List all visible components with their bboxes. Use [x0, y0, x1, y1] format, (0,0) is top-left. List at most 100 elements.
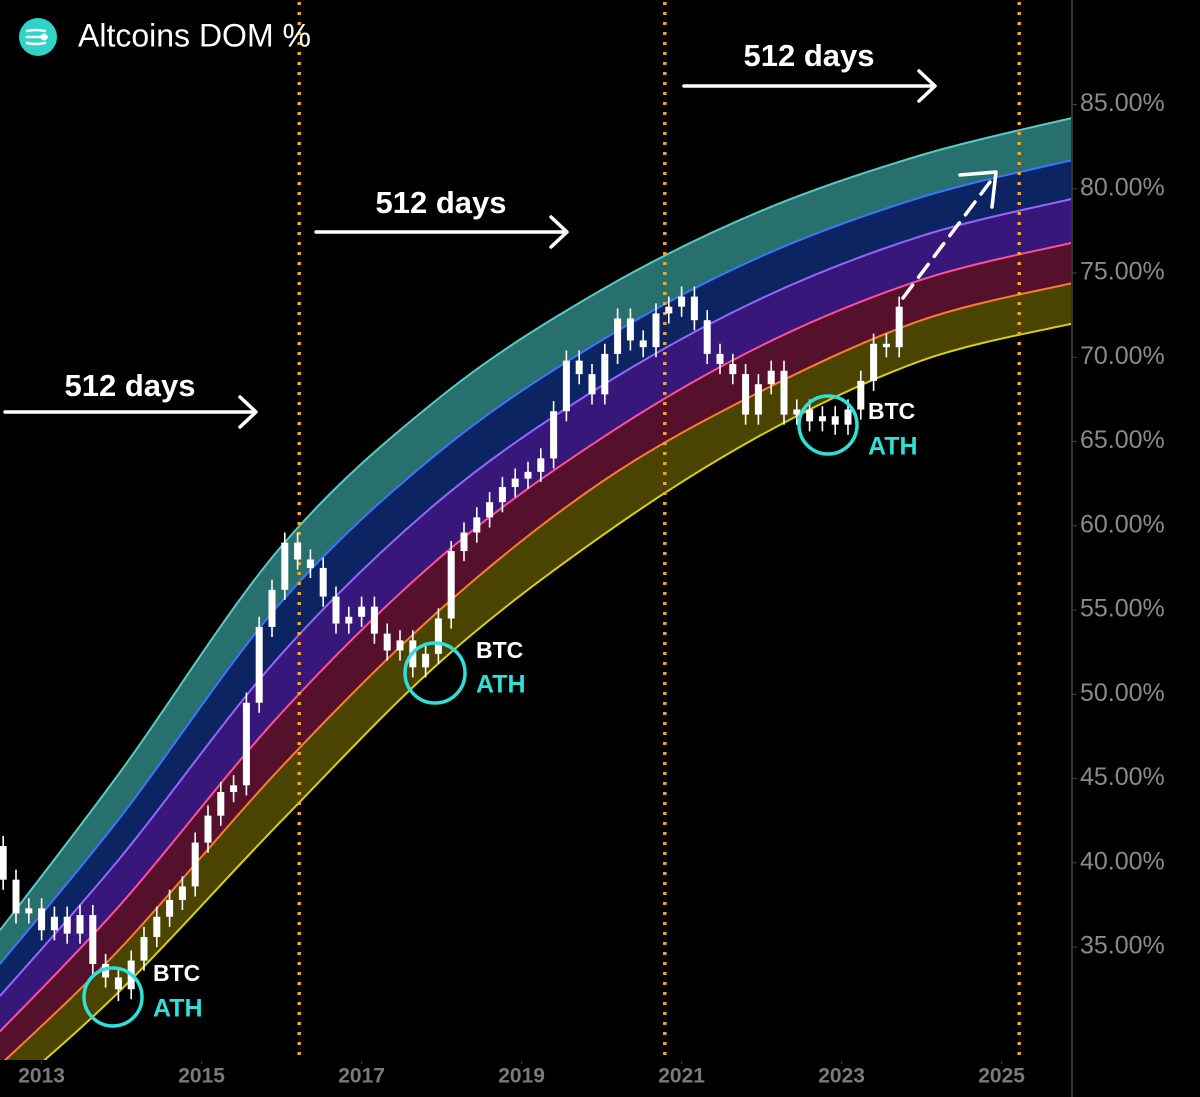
arrow: [682, 69, 937, 103]
candle-body: [498, 487, 506, 503]
y-tick-label: 40.00%: [1080, 847, 1165, 875]
candle-body: [25, 908, 33, 914]
btc-label: BTC: [153, 960, 200, 986]
y-tick-label: 70.00%: [1080, 342, 1165, 370]
candle-body: [358, 606, 366, 617]
chart-title: Altcoins DOM %: [78, 17, 311, 53]
candle-body: [626, 318, 634, 341]
candle-body: [242, 702, 250, 786]
candle-body: [63, 916, 71, 934]
band-line: [3, 282, 1072, 1060]
btc-label: BTC: [476, 637, 523, 663]
candles: [0, 286, 903, 1002]
x-tick-label: 2019: [498, 1065, 545, 1088]
ath-circle: [403, 641, 467, 705]
candle-body: [76, 915, 84, 934]
candle-body: [319, 567, 327, 597]
candle-body: [204, 815, 212, 843]
x-tick-label: 2017: [338, 1065, 385, 1088]
y-tick-label: 45.00%: [1080, 763, 1165, 791]
candle-body: [140, 936, 148, 961]
y-tick-label: 35.00%: [1080, 932, 1165, 960]
annotation: 512 days: [744, 38, 875, 73]
candle-body: [268, 589, 276, 627]
candle-body: [0, 845, 7, 880]
candle-body: [38, 908, 46, 931]
ath-label: ATH: [153, 995, 203, 1023]
candle-body: [178, 886, 186, 900]
candle-body: [844, 409, 852, 425]
candle-body: [370, 606, 378, 634]
y-tick-label: 55.00%: [1080, 595, 1165, 623]
candle-body: [50, 916, 58, 931]
candle-body: [460, 532, 468, 552]
candle-body: [396, 640, 404, 651]
candle-body: [614, 318, 622, 354]
ath-label: ATH: [476, 671, 526, 699]
candle-body: [652, 313, 660, 348]
candle-body: [306, 559, 314, 568]
candle-body: [882, 343, 890, 348]
candle-body: [690, 296, 698, 321]
y-tick-label: 60.00%: [1080, 510, 1165, 538]
candle-body: [562, 360, 570, 412]
band-line: [0, 117, 1072, 931]
x-tick-label: 2021: [658, 1065, 705, 1088]
y-tick-label: 75.00%: [1080, 258, 1165, 286]
candle-body: [473, 517, 481, 533]
y-tick-label: 65.00%: [1080, 426, 1165, 454]
candle-body: [806, 409, 814, 422]
y-tick-label: 85.00%: [1080, 89, 1165, 117]
candle-body: [422, 653, 430, 668]
candle-body: [524, 471, 532, 479]
candle-body: [575, 360, 583, 375]
candle-body: [434, 618, 442, 654]
ath-circle: [797, 394, 859, 456]
candle-body: [703, 320, 711, 354]
ath-label: ATH: [868, 433, 918, 461]
ath-circle: [82, 966, 144, 1028]
candle-body: [332, 596, 340, 624]
ath-circles: [82, 394, 859, 1028]
candle-body: [870, 343, 878, 381]
candle-body: [550, 411, 558, 459]
candle-body: [537, 458, 545, 472]
arrow: [3, 395, 258, 429]
candle-body: [383, 633, 391, 651]
candle-body: [895, 306, 903, 348]
x-tick-label: 2025: [978, 1065, 1025, 1088]
y-tick-label: 50.00%: [1080, 679, 1165, 707]
candle-body: [12, 879, 20, 914]
candle-body: [639, 340, 647, 348]
candle-body: [230, 785, 238, 793]
btc-label: BTC: [868, 398, 915, 424]
candle-body: [793, 409, 801, 415]
candle-body: [511, 478, 519, 488]
candle-body: [601, 353, 609, 395]
y-tick-label: 80.00%: [1080, 173, 1165, 201]
candle-body: [153, 916, 161, 937]
annotation: 512 days: [65, 368, 196, 403]
band-fill: [5, 283, 1072, 1060]
candle-body: [754, 384, 762, 415]
x-tick-label: 2013: [18, 1065, 65, 1088]
rainbow-bands: [0, 117, 1072, 1060]
candle-body: [665, 306, 673, 314]
candle-body: [217, 792, 225, 816]
candle-body: [678, 296, 686, 307]
candle-body: [294, 542, 302, 560]
candle-body: [857, 380, 865, 410]
candle-body: [166, 899, 174, 917]
candle-body: [818, 416, 826, 422]
candle-body: [767, 370, 775, 385]
candle-body: [729, 364, 737, 375]
band-line: [43, 322, 1072, 1060]
candle-body: [716, 353, 724, 365]
title-group: Altcoins DOM %: [19, 17, 311, 56]
candle-body: [486, 502, 494, 518]
annotation: 512 days: [376, 185, 507, 220]
band-line: [0, 197, 1072, 997]
candle-body: [281, 542, 289, 590]
candle-body: [780, 370, 788, 415]
